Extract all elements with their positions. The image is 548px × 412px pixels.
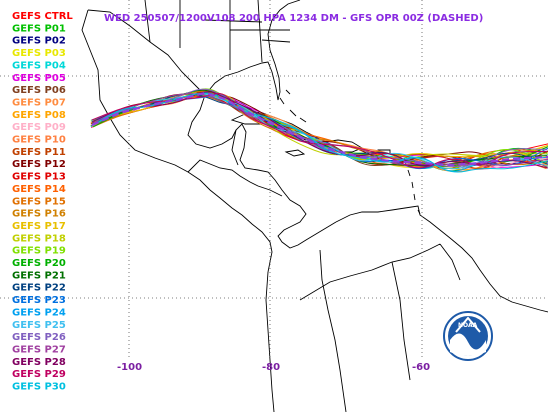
legend-item: GEFS CTRL: [12, 11, 73, 22]
legend-item: GEFS P27: [12, 344, 66, 355]
legend-item: GEFS P08: [12, 110, 66, 121]
us-mexico-coastline: [87, 0, 301, 101]
legend-item: GEFS P07: [12, 97, 66, 108]
legend-item: GEFS P03: [12, 48, 66, 59]
legend-item: GEFS P25: [12, 320, 66, 331]
legend-item: GEFS P04: [12, 60, 66, 71]
legend-item: GEFS P22: [12, 283, 66, 294]
legend-item: GEFS P11: [12, 147, 66, 158]
graticule: [0, 0, 548, 360]
mexico-gulf-coast: [187, 94, 337, 249]
lon-label-80: -80: [262, 362, 280, 373]
ensemble-contour-line: [92, 91, 548, 169]
central-america-borders: [187, 129, 283, 197]
lon-label-60: -60: [412, 362, 430, 373]
legend-item: GEFS P13: [12, 172, 66, 183]
ensemble-contour-line: [91, 93, 547, 169]
legend-item: GEFS P18: [12, 233, 66, 244]
legend-item: GEFS P10: [12, 135, 66, 146]
legend-item: GEFS P23: [12, 295, 66, 306]
ensemble-contour-line: [92, 93, 548, 166]
legend-item: GEFS P29: [12, 369, 66, 380]
legend-item: GEFS P09: [12, 122, 66, 133]
ensemble-contour-line: [90, 93, 548, 170]
legend-item: GEFS P14: [12, 184, 66, 195]
legend-item: GEFS P28: [12, 357, 66, 368]
ensemble-contour-line: [90, 94, 548, 170]
legend-item: GEFS P17: [12, 221, 66, 232]
gfs-opr-dashed-contour: [91, 91, 548, 167]
south-america-coast: [265, 205, 548, 412]
legend-item: GEFS P06: [12, 85, 66, 96]
lon-label-100: -100: [117, 362, 142, 373]
chart-title: WED 250507/1200V108 200 HPA 1234 DM - GF…: [104, 13, 483, 24]
legend-item: GEFS P12: [12, 159, 66, 170]
legend-item: GEFS P15: [12, 196, 66, 207]
state-borders: [144, 0, 291, 70]
bahamas-outline: [279, 89, 307, 123]
legend-item: GEFS P21: [12, 270, 66, 281]
south-america-borders: [299, 243, 461, 412]
noaa-logo-bird: [455, 316, 481, 333]
legend-item: GEFS P05: [12, 73, 66, 84]
legend-item: GEFS P19: [12, 246, 66, 257]
noaa-logo: NOAA: [443, 311, 493, 361]
legend-item: GEFS P26: [12, 332, 66, 343]
mexico-pacific-coast: [81, 9, 273, 273]
legend-item: GEFS P16: [12, 209, 66, 220]
legend-item: GEFS P24: [12, 307, 66, 318]
noaa-logo-wave: [450, 333, 486, 356]
jamaica-outline: [284, 149, 306, 157]
legend-item: GEFS P02: [12, 36, 66, 47]
legend-item: GEFS P01: [12, 23, 66, 34]
noaa-logo-text: NOAA: [458, 322, 478, 329]
legend-item: GEFS P30: [12, 382, 66, 393]
legend-item: GEFS P20: [12, 258, 66, 269]
